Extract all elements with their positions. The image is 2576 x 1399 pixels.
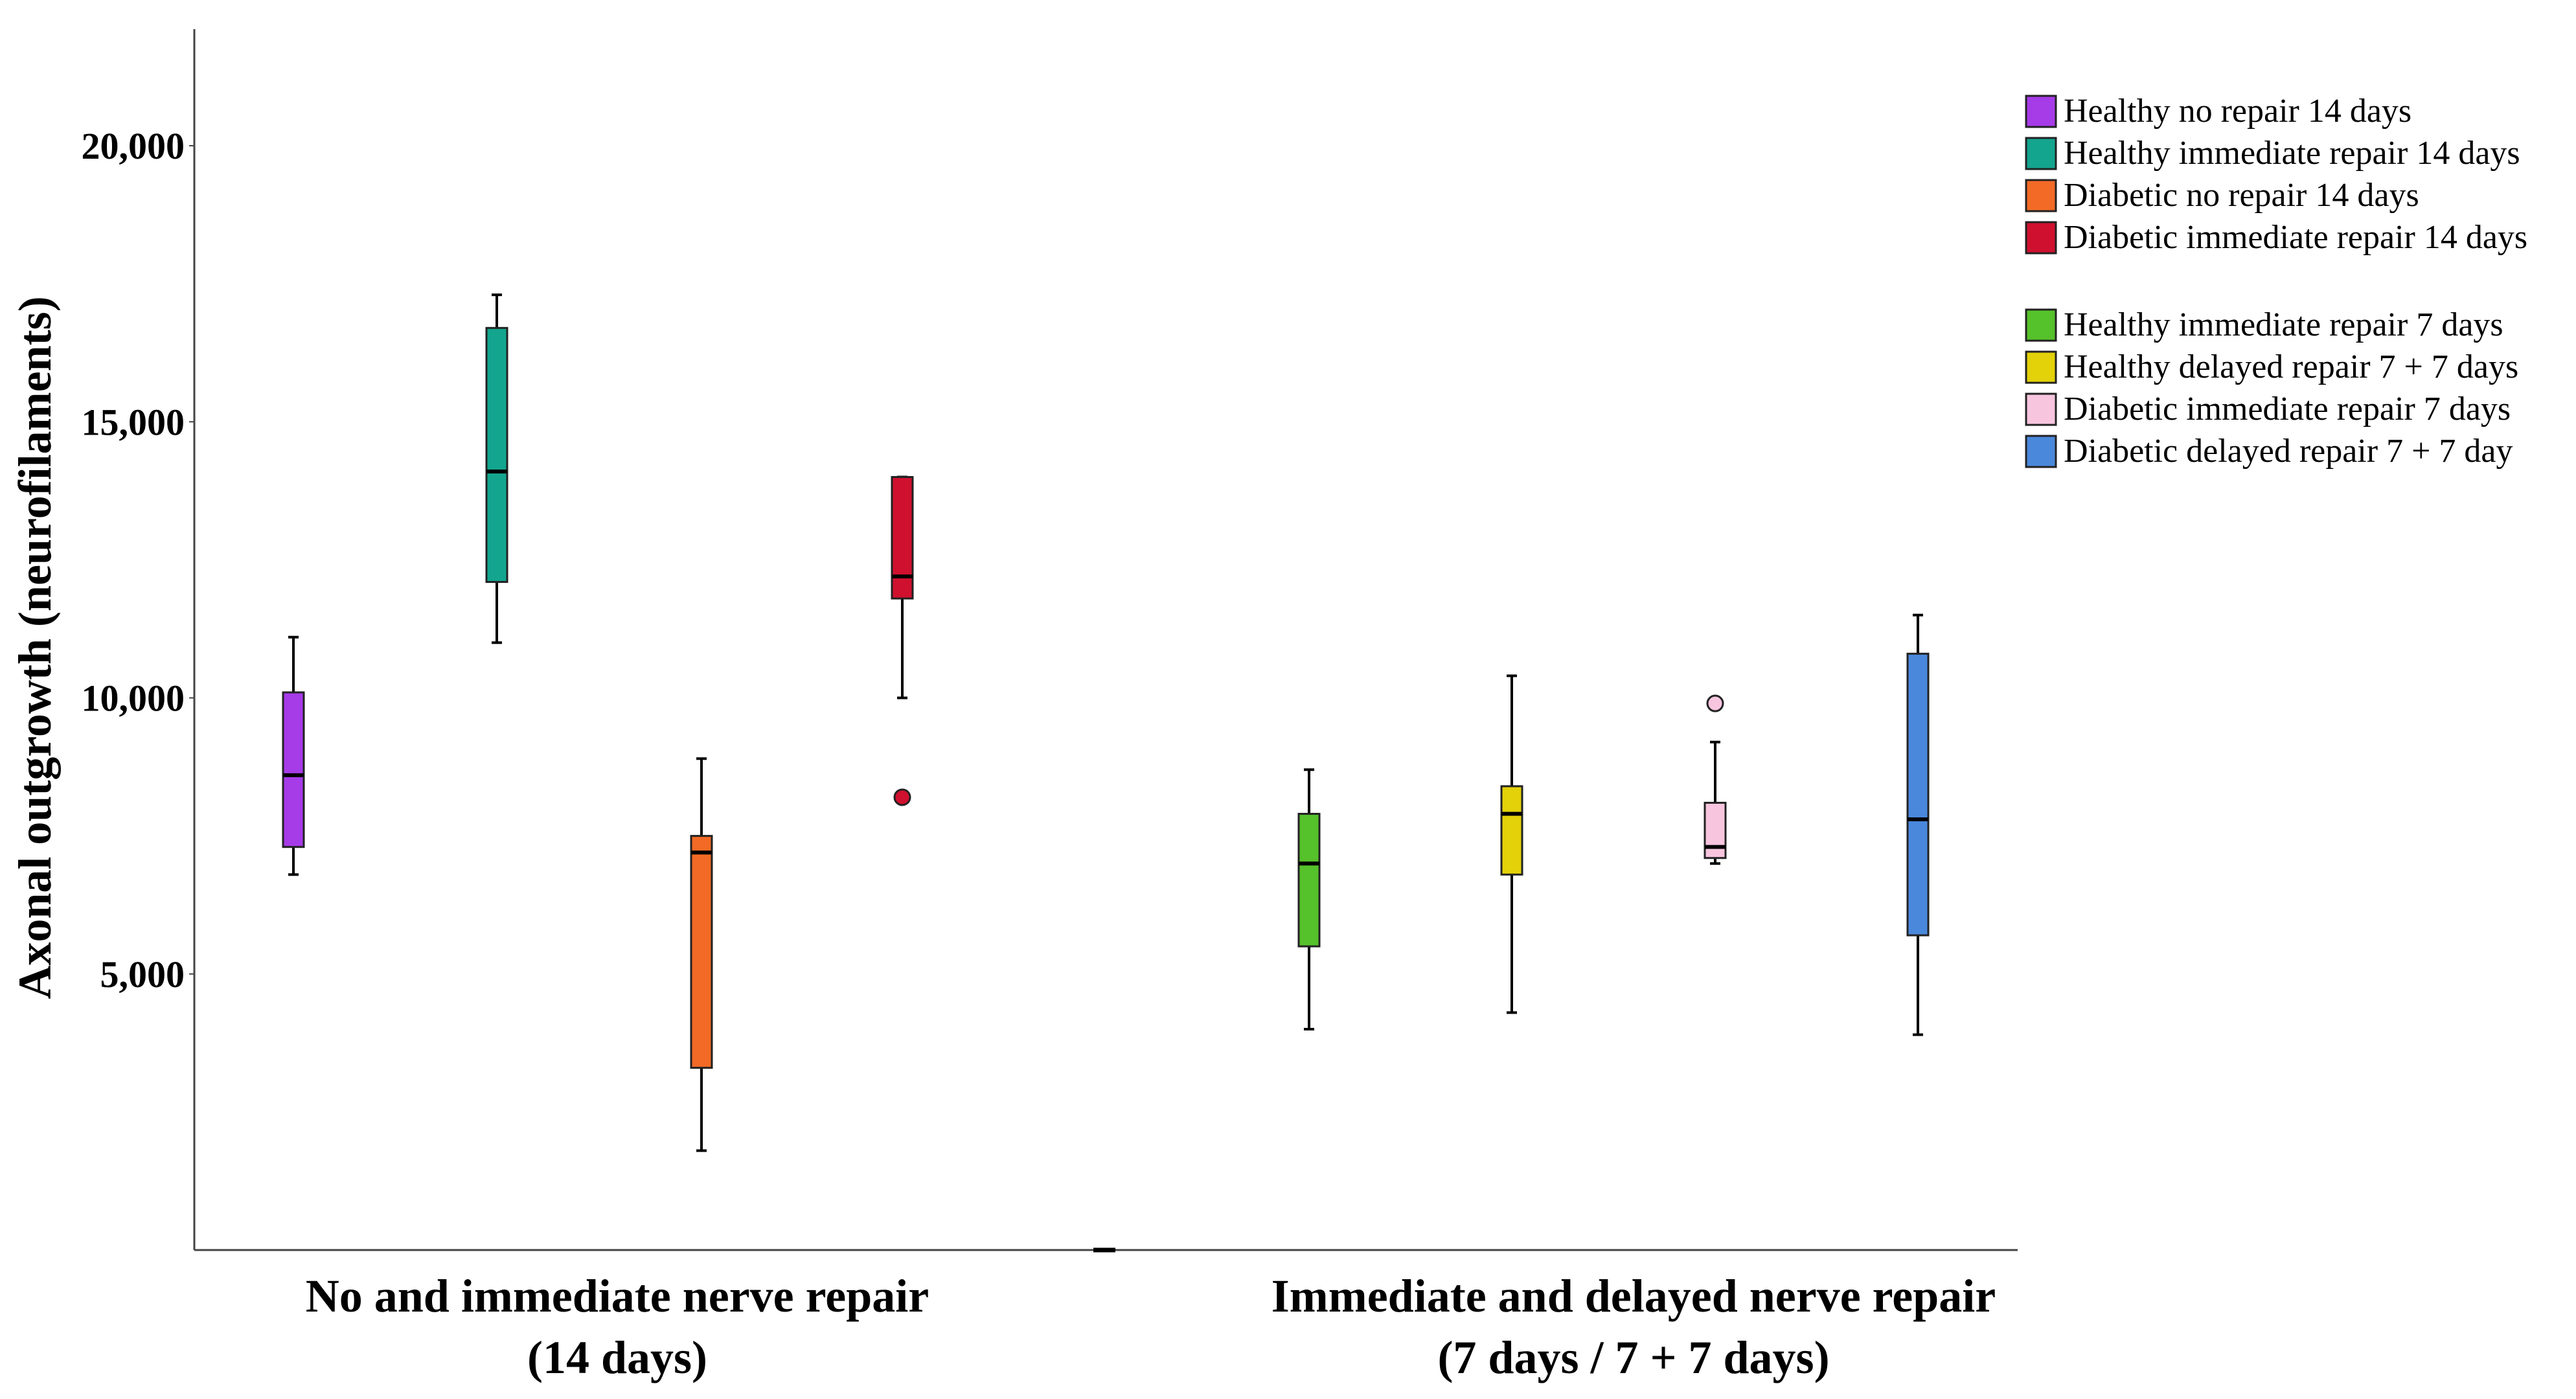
box-iqr — [1906, 652, 1930, 937]
box-iqr — [1500, 785, 1523, 876]
box-iqr — [1704, 801, 1727, 859]
legend-item: Healthy delayed repair 7 + 7 days — [2025, 348, 2518, 385]
box-series — [282, 635, 305, 876]
legend-swatch — [2025, 95, 2057, 128]
legend-item: Healthy no repair 14 days — [2025, 93, 2411, 130]
legend-label: Healthy immediate repair 7 days — [2064, 306, 2503, 343]
group-labels-layer: No and immediate nerve repair (14 days) Im… — [306, 1270, 1996, 1383]
legend-label: Healthy no repair 14 days — [2064, 93, 2411, 130]
legend-item: Healthy immediate repair 7 days — [2025, 306, 2503, 343]
legend-swatch — [2025, 350, 2057, 384]
legend-swatch — [2025, 137, 2057, 170]
legend-label: Healthy delayed repair 7 + 7 days — [2064, 348, 2518, 385]
legend: Healthy no repair 14 days Healthy immedia… — [2025, 93, 2527, 470]
legend-item: Healthy immediate repair 14 days — [2025, 135, 2520, 172]
box-iqr — [282, 691, 305, 848]
legend-label: Diabetic delayed repair 7 + 7 day — [2064, 433, 2513, 470]
legend-item: Diabetic immediate repair 7 days — [2025, 391, 2511, 427]
y-axis-title: Axonal outgrowth (neurofilaments) — [9, 296, 61, 999]
legend-swatch — [2025, 179, 2057, 212]
x-group-sublabel: (14 days) — [527, 1332, 707, 1383]
x-group-label: Immediate and delayed nerve repair — [1271, 1270, 1996, 1322]
legend-label: Healthy immediate repair 14 days — [2064, 135, 2520, 172]
box-iqr — [690, 835, 713, 1069]
box-series — [690, 757, 713, 1152]
y-tick-label: 15,000 — [82, 401, 185, 443]
box-series — [1500, 674, 1523, 1014]
x-group-label: No and immediate nerve repair — [306, 1270, 929, 1322]
outlier-point — [893, 788, 911, 806]
y-tick-label: 20,000 — [82, 125, 185, 167]
box-series — [891, 475, 914, 806]
legend-swatch — [2025, 435, 2057, 468]
box-series — [1704, 694, 1727, 865]
legend-label: Diabetic immediate repair 14 days — [2064, 219, 2527, 256]
box-series — [1906, 613, 1930, 1036]
legend-item: Diabetic delayed repair 7 + 7 day — [2025, 433, 2513, 470]
y-tick-label: 5,000 — [100, 953, 185, 995]
outlier-point — [1706, 694, 1724, 712]
legend-item: Diabetic immediate repair 14 days — [2025, 219, 2527, 256]
legend-label: Diabetic immediate repair 7 days — [2064, 391, 2511, 427]
x-group-sublabel: (7 days / 7 + 7 days) — [1437, 1332, 1829, 1383]
legend-item: Diabetic no repair 14 days — [2025, 177, 2419, 214]
box-series — [485, 293, 508, 644]
legend-swatch — [2025, 392, 2057, 426]
box-series — [1297, 768, 1321, 1030]
legend-swatch — [2025, 308, 2057, 342]
y-tick-label: 10,000 — [82, 677, 185, 720]
legend-swatch — [2025, 221, 2057, 255]
box-iqr — [1297, 813, 1321, 948]
box-iqr — [891, 476, 914, 600]
axes-layer — [193, 29, 2018, 1253]
y-ticks-layer: 5,000 10,000 15,000 20,000 — [82, 125, 194, 995]
boxes-layer — [282, 293, 1930, 1152]
legend-label: Diabetic no repair 14 days — [2064, 177, 2419, 214]
box-iqr — [485, 326, 508, 583]
